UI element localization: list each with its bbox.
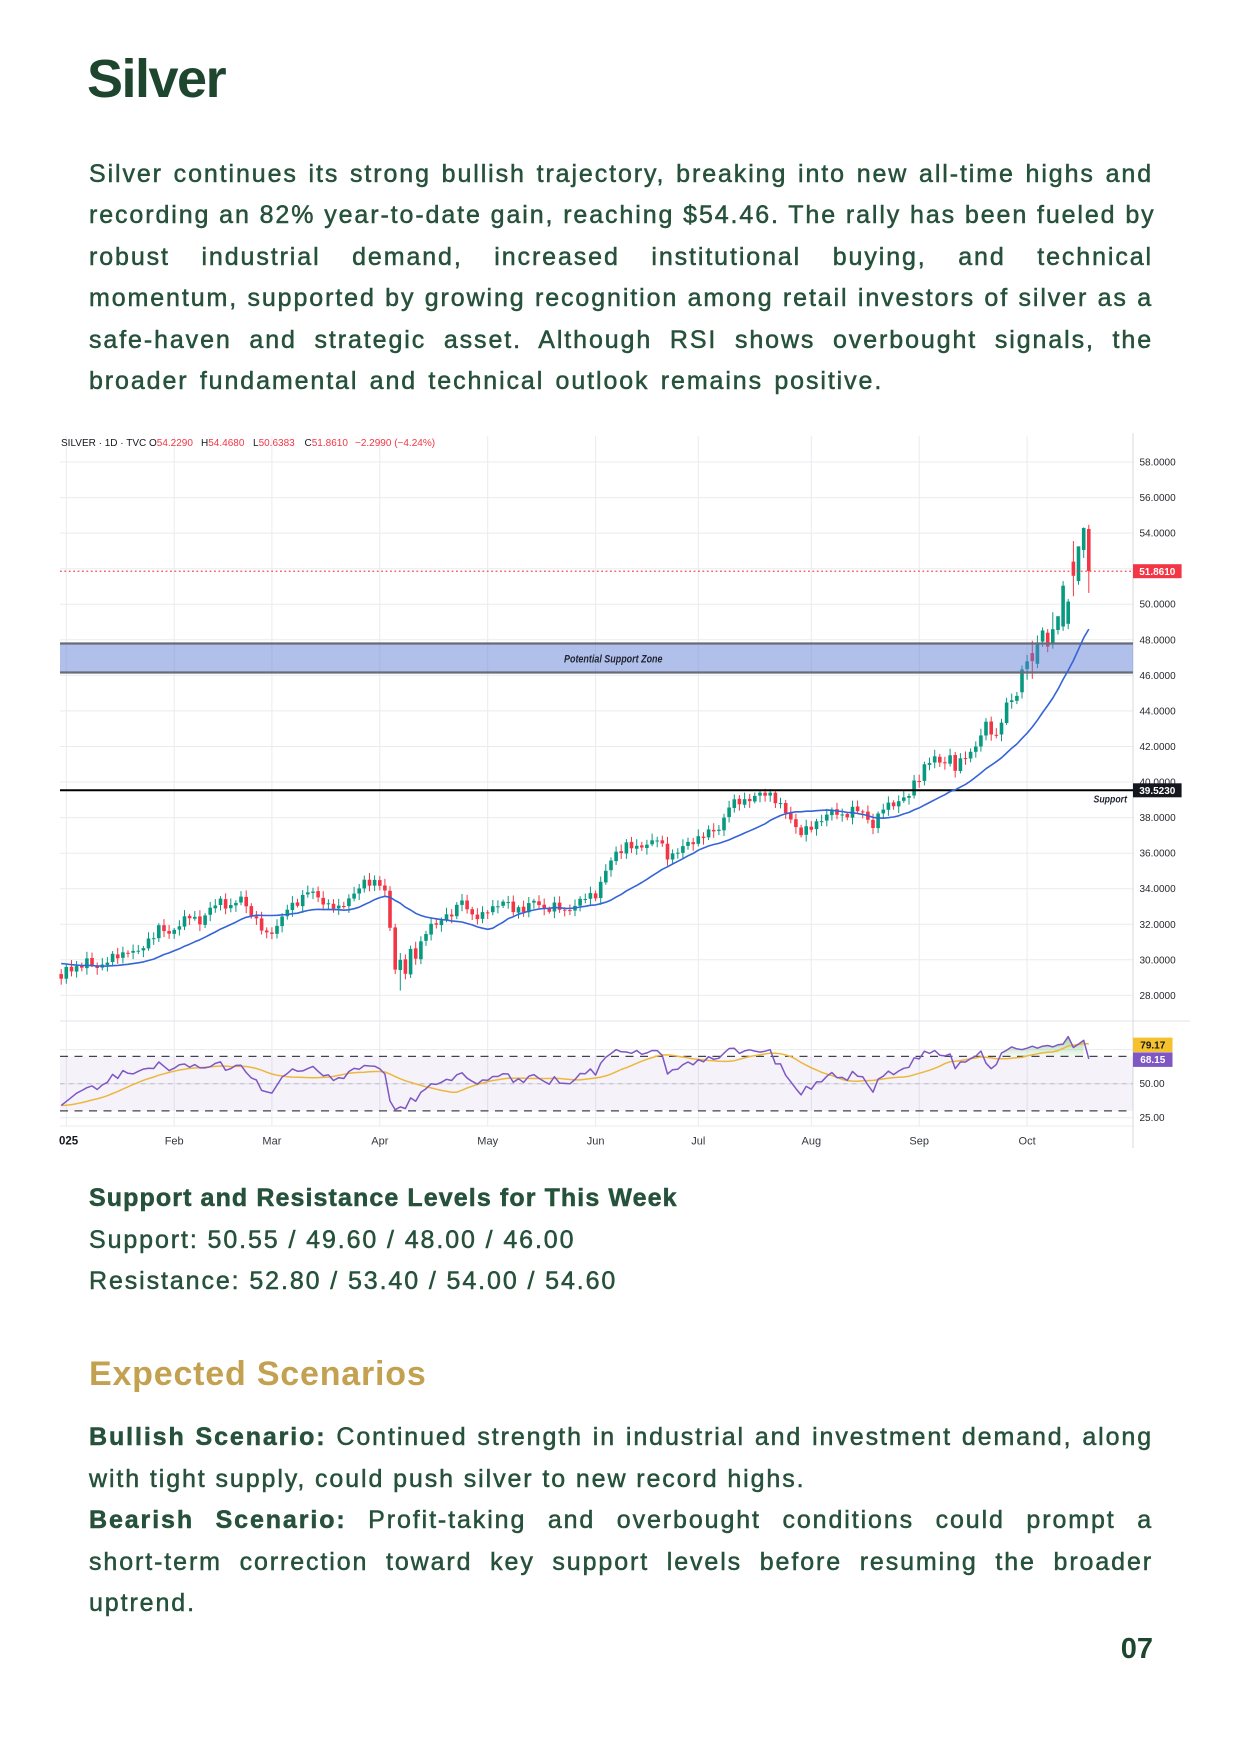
svg-text:Feb: Feb [165,1136,184,1148]
svg-text:79.17: 79.17 [1140,1040,1165,1051]
svg-text:Mar: Mar [262,1136,281,1148]
svg-text:34.0000: 34.0000 [1140,884,1177,895]
svg-text:32.0000: 32.0000 [1140,920,1177,931]
svg-text:Potential Support Zone: Potential Support Zone [564,654,663,666]
svg-text:39.5230: 39.5230 [1139,786,1176,797]
svg-text:25.00: 25.00 [1140,1113,1165,1124]
svg-text:May: May [477,1136,498,1148]
svg-text:42.0000: 42.0000 [1140,742,1177,753]
svg-text:30.0000: 30.0000 [1140,955,1177,966]
svg-text:50.0000: 50.0000 [1140,600,1177,611]
svg-text:68.15: 68.15 [1140,1055,1165,1066]
svg-text:Sep: Sep [909,1136,929,1148]
svg-text:44.0000: 44.0000 [1140,706,1177,717]
svg-text:54.0000: 54.0000 [1140,529,1177,540]
svg-text:Jun: Jun [587,1136,605,1148]
svg-text:50.00: 50.00 [1140,1079,1165,1090]
svg-text:Support: Support [1094,794,1128,806]
svg-text:48.0000: 48.0000 [1140,635,1177,646]
svg-text:58.0000: 58.0000 [1140,458,1177,469]
svg-text:46.0000: 46.0000 [1140,671,1177,682]
svg-text:Jul: Jul [691,1136,705,1148]
svg-text:38.0000: 38.0000 [1140,813,1177,824]
svg-text:36.0000: 36.0000 [1140,849,1177,860]
svg-text:51.8610: 51.8610 [1139,567,1176,578]
svg-text:56.0000: 56.0000 [1140,493,1177,504]
svg-text:Apr: Apr [371,1136,388,1148]
svg-text:40.0000: 40.0000 [1140,778,1177,789]
svg-text:28.0000: 28.0000 [1140,991,1177,1002]
svg-text:Oct: Oct [1019,1136,1036,1148]
svg-text:Aug: Aug [802,1136,822,1148]
svg-text:025: 025 [59,1136,79,1148]
